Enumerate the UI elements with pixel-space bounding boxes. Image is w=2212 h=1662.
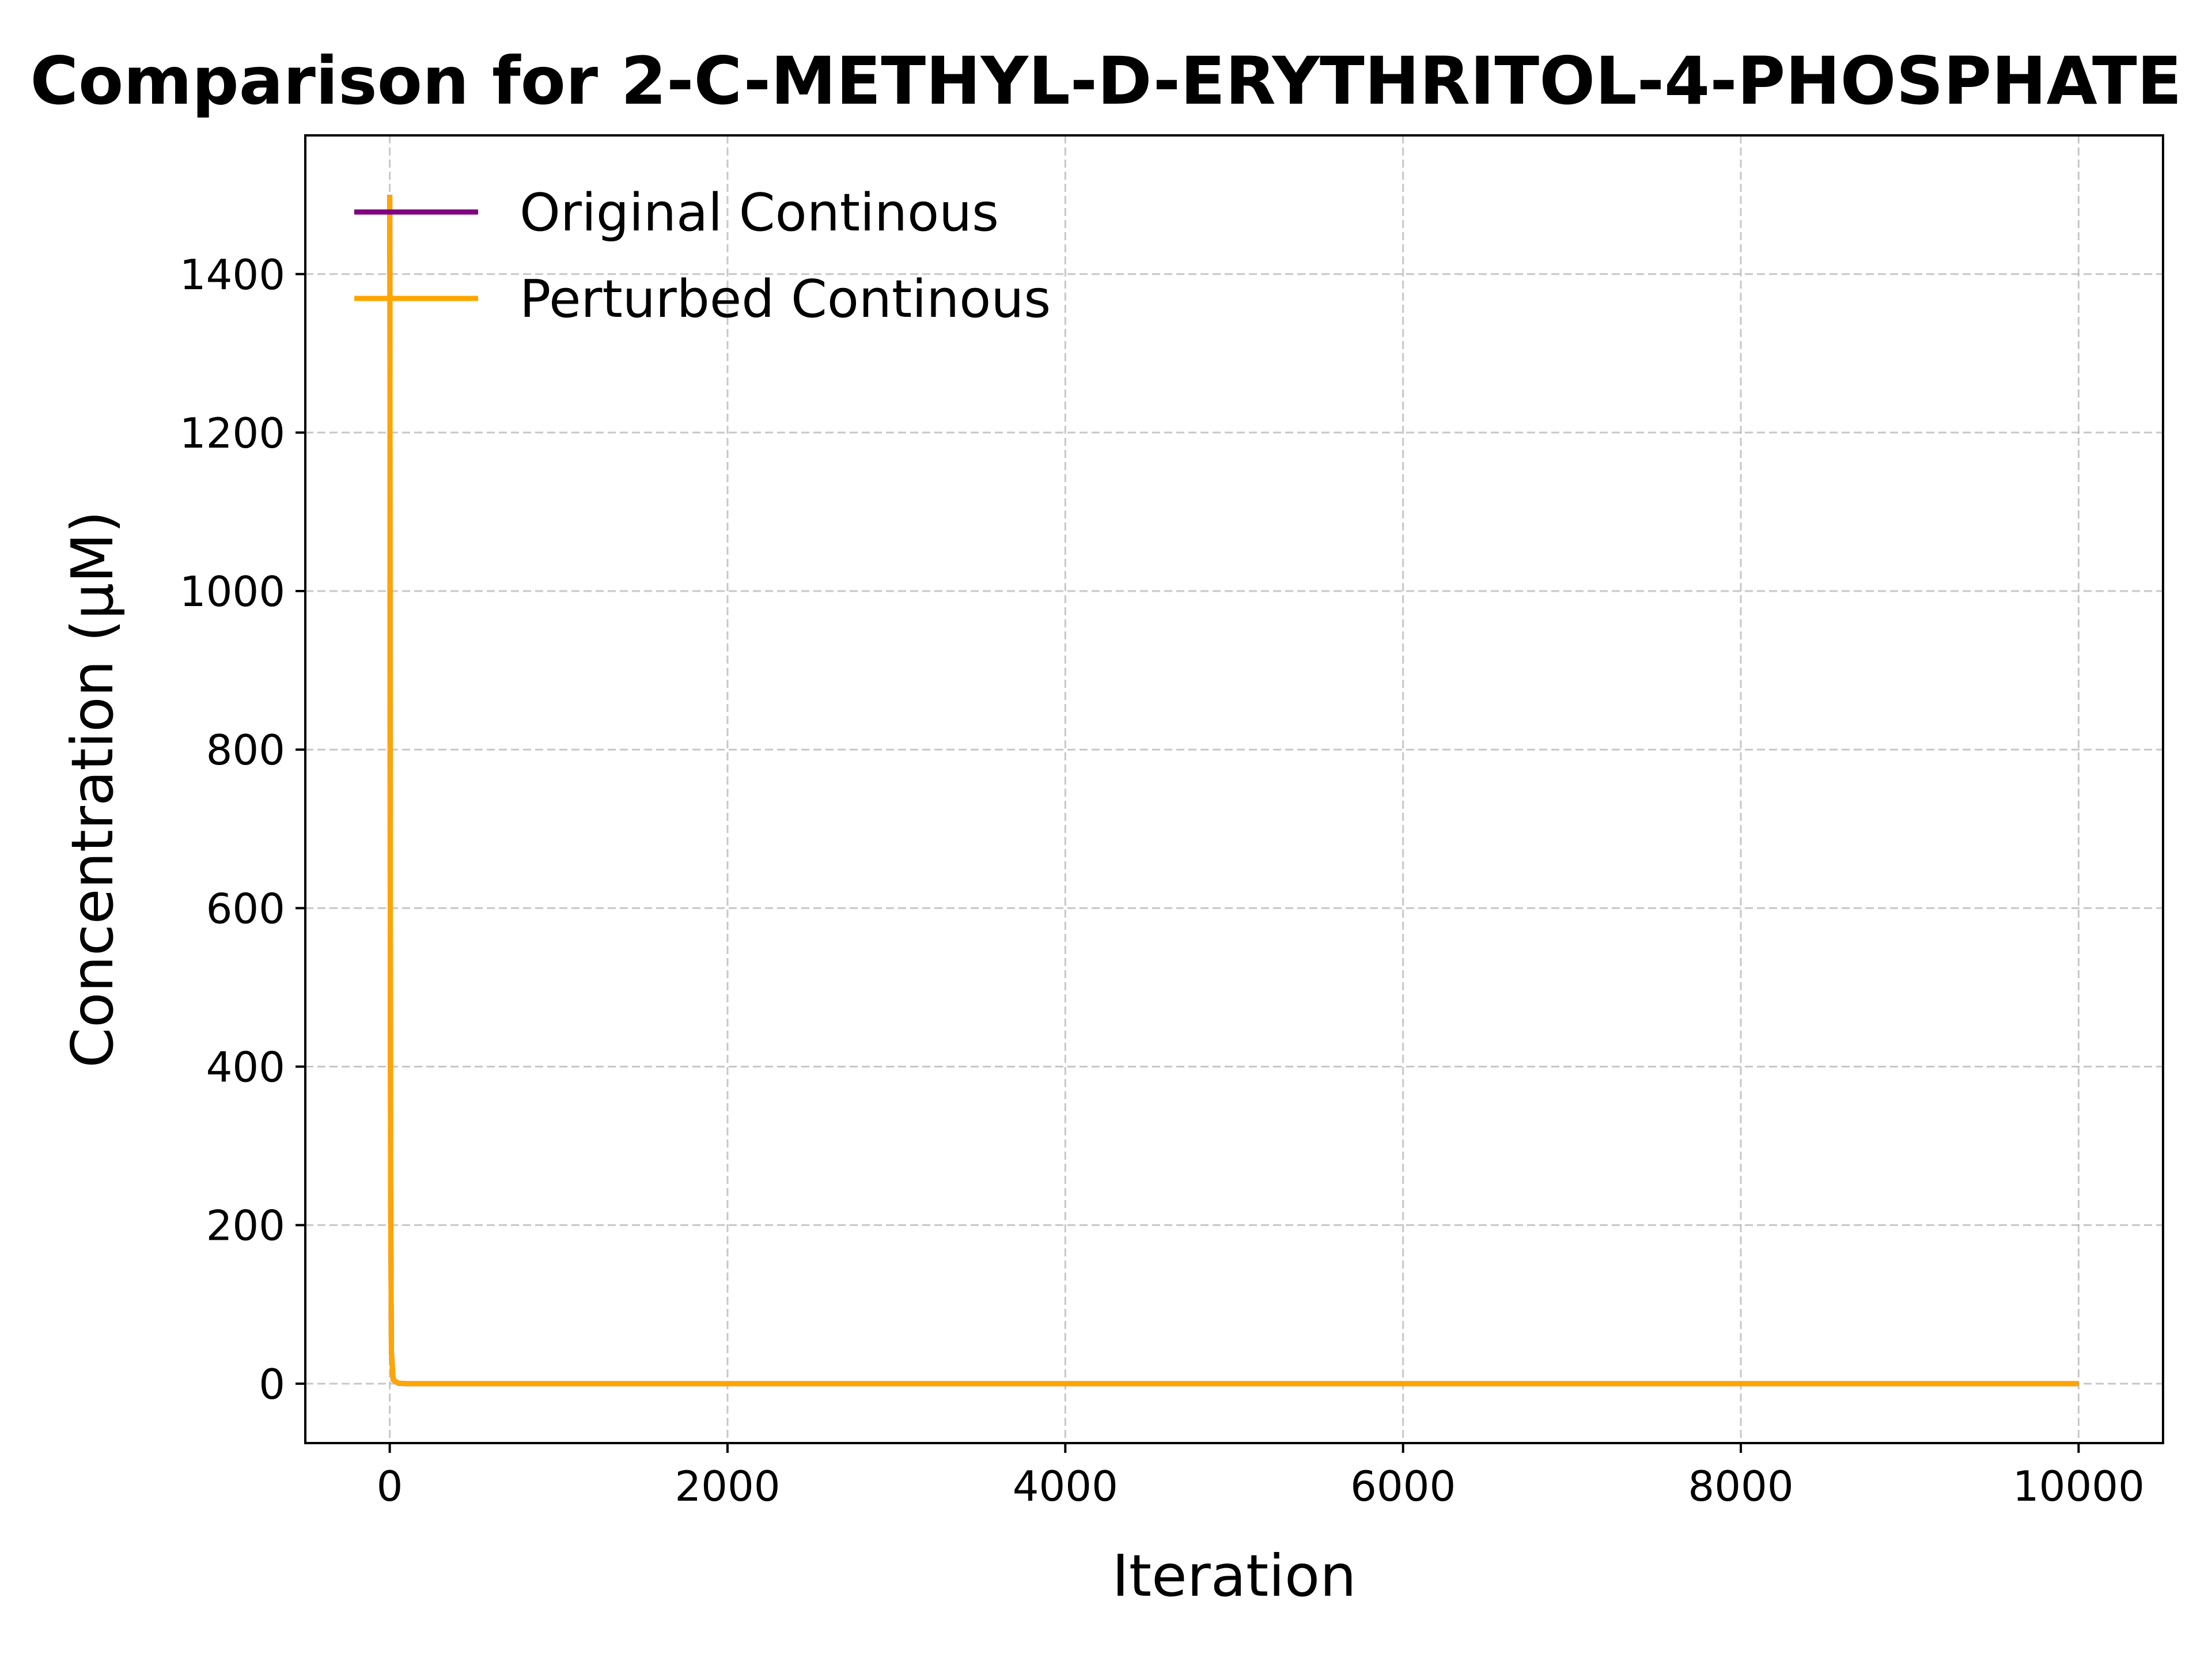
ticks: 0 2000 4000 6000 8000 10000 0 200 400 600 800 1000 1… (180, 251, 2145, 1510)
legend-label: Original Continous (520, 183, 999, 243)
y-axis-label: Concentration (μM) (59, 510, 126, 1067)
x-tick-label: 10000 (2013, 1462, 2145, 1510)
x-tick-label: 6000 (1350, 1462, 1456, 1510)
x-tick-label: 8000 (1688, 1462, 1793, 1510)
legend-label: Perturbed Continous (520, 269, 1051, 330)
y-tick-label: 400 (206, 1043, 285, 1092)
series-line (387, 195, 2079, 1387)
y-tick-label: 0 (259, 1360, 285, 1409)
x-axis-label: Iteration (1112, 1542, 1356, 1610)
y-tick-label: 1200 (180, 409, 285, 457)
chart-title: Comparison for 2-C-METHYL-D-ERYTHRITOL-4… (30, 43, 2181, 119)
x-tick-label: 2000 (675, 1462, 780, 1510)
legend: Original Continous Perturbed Continous (354, 183, 1051, 330)
x-tick-label: 0 (377, 1462, 403, 1510)
plot-frame (304, 134, 2164, 1444)
y-tick-label: 800 (206, 726, 285, 774)
y-tick-label: 1400 (180, 251, 285, 299)
series-layer (387, 195, 2079, 1387)
x-tick-label: 4000 (1013, 1462, 1118, 1510)
y-tick-label: 200 (206, 1202, 285, 1250)
y-tick-label: 1000 (180, 567, 285, 616)
y-tick-label: 600 (206, 884, 285, 933)
